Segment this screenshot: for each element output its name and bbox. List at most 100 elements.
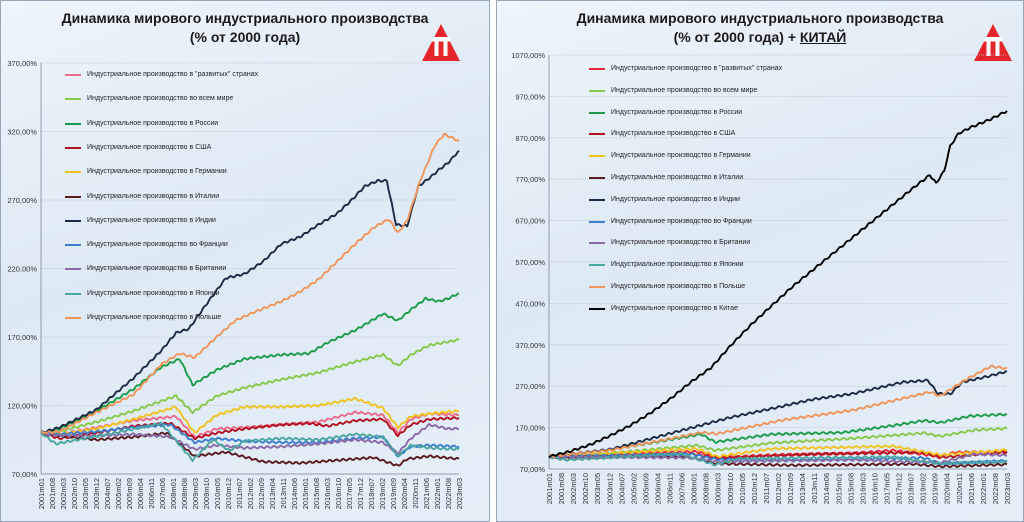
- chart-title-line2: (% от 2000 года): [189, 29, 301, 45]
- x-tick-label: 2015m08: [312, 478, 321, 509]
- legend-swatch: [589, 242, 605, 245]
- legend-label: Индустриальное производство в России: [611, 108, 743, 116]
- x-tick-label: 2023m03: [1003, 473, 1012, 504]
- x-tick-label: 2020m04: [400, 478, 409, 509]
- legend-swatch: [589, 89, 605, 92]
- x-tick-label: 2019m09: [389, 478, 398, 509]
- x-tick-label: 2014m06: [822, 473, 831, 504]
- x-tick-label: 2010m12: [750, 473, 759, 504]
- x-tick-label: 2021m06: [967, 473, 976, 504]
- y-tick-label: 70,00%: [520, 465, 546, 474]
- x-tick-label: 2008m01: [169, 478, 178, 509]
- x-tick-label: 2008m01: [690, 473, 699, 504]
- legend-swatch: [589, 264, 605, 267]
- x-tick-label: 2002m10: [581, 473, 590, 504]
- x-tick-label: 2020m04: [943, 473, 952, 504]
- legend-swatch: [589, 111, 605, 114]
- chart-panel-left: Динамика мирового индустриального произв…: [0, 0, 490, 522]
- x-tick-label: 2009m03: [714, 473, 723, 504]
- legend-swatch: [65, 317, 81, 319]
- legend-swatch: [65, 244, 81, 247]
- x-tick-label: 2001m01: [545, 473, 554, 504]
- x-tick-label: 2017m12: [895, 473, 904, 504]
- x-tick-label: 2006m04: [136, 478, 145, 509]
- x-tick-label: 2011m07: [762, 473, 771, 504]
- x-tick-label: 2008m08: [180, 478, 189, 509]
- x-tick-label: 2004m07: [617, 473, 626, 504]
- line-chart-right: 70,00% 170,00% 270,00% 370,00% 470,00% 570,00…: [511, 51, 1012, 504]
- x-tick-label: 2010m05: [738, 473, 747, 504]
- y-tick-label: 270,00%: [7, 196, 37, 205]
- x-tick-label: 2016m03: [323, 478, 332, 509]
- series-line: [548, 110, 1008, 459]
- legend-swatch: [65, 98, 81, 101]
- legend-label: Индустриальное производство в "развитых"…: [611, 65, 783, 72]
- legend-swatch: [65, 171, 81, 174]
- x-tick-label: 2019m02: [919, 473, 928, 504]
- chart-title-line2: (% от 2000 года) + КИТАЙ: [497, 28, 1023, 47]
- legend-swatch: [589, 198, 605, 201]
- x-tick-label: 2018m07: [907, 473, 916, 504]
- legend-swatch: [65, 195, 81, 198]
- chart-panel-right: Динамика мирового индустриального произв…: [496, 0, 1024, 522]
- series-line: [40, 338, 460, 435]
- x-tick-label: 2013m04: [798, 473, 807, 504]
- x-tick-label: 2003m12: [92, 478, 101, 509]
- legend-swatch: [589, 133, 605, 136]
- legend-swatch: [65, 268, 81, 271]
- chart-title-line1: Динамика мирового индустриального произв…: [576, 10, 944, 26]
- x-tick-label: 2002m10: [70, 478, 79, 509]
- x-tick-label: 2013m11: [810, 473, 819, 504]
- x-tick-label: 2002m03: [59, 478, 68, 509]
- x-tick-label: 2003m05: [81, 478, 90, 509]
- x-tick-label: 2003m05: [593, 473, 602, 504]
- x-tick-label: 2019m02: [378, 478, 387, 509]
- x-tick-label: 2022m01: [979, 473, 988, 504]
- series-line: [548, 364, 1008, 459]
- legend-swatch: [589, 155, 605, 158]
- x-tick-label: 2008m08: [702, 473, 711, 504]
- legend-label: Индустриальное производство в Британии: [611, 239, 751, 247]
- x-tick-label: 2012m02: [774, 473, 783, 504]
- legend-swatch: [589, 68, 605, 70]
- y-tick-label: 970,00%: [515, 92, 545, 101]
- brand-logo-icon: [422, 24, 460, 61]
- brand-logo-icon: [974, 24, 1012, 61]
- x-tick-label: 2004m07: [103, 478, 112, 509]
- x-tick-label: 2006m04: [653, 473, 662, 504]
- x-tick-label: 2012m09: [257, 478, 266, 509]
- series-line: [548, 451, 1008, 467]
- legend-label: Индустриальное производство во всем мире: [611, 86, 758, 94]
- legend-swatch: [589, 286, 605, 288]
- x-tick-label: 2001m01: [37, 478, 46, 509]
- y-tick-label: 220,00%: [7, 265, 37, 274]
- legend-label: Индустриальное производство в "развитых"…: [87, 71, 259, 78]
- x-tick-label: 2012m02: [246, 478, 255, 509]
- legend-label: Индустриальное производство в Китае: [611, 304, 739, 312]
- legend-label: Индустриальное производство в Германии: [87, 168, 227, 176]
- x-tick-label: 2005m02: [114, 478, 123, 509]
- series-line: [40, 150, 460, 434]
- chart-title-underlined: КИТАЙ: [799, 29, 847, 45]
- line-chart-left: 70,00% 120,00% 170,00% 220,00% 270,00% 320,00…: [7, 59, 464, 509]
- series-line: [40, 421, 460, 462]
- x-tick-label: 2016m03: [858, 473, 867, 504]
- x-tick-label: 2013m11: [279, 478, 288, 509]
- x-tick-label: 2006m11: [147, 478, 156, 509]
- series-line: [40, 431, 460, 467]
- legend-label: Индустриальное производство в Польше: [611, 283, 746, 290]
- chart-title-left: Динамика мирового индустриального произв…: [1, 9, 489, 47]
- x-tick-label: 2012m09: [786, 473, 795, 504]
- chart-title-line2-text: (% от 2000 года) +: [673, 29, 800, 45]
- x-tick-label: 2005m02: [629, 473, 638, 504]
- series-line: [40, 422, 460, 456]
- y-tick-label: 120,00%: [7, 402, 37, 411]
- x-tick-label: 2011m07: [235, 478, 244, 509]
- legend-swatch: [65, 292, 81, 295]
- x-tick-label: 2005m09: [125, 478, 134, 509]
- x-tick-label: 2010m05: [213, 478, 222, 509]
- legend-label: Индустриальное производство во всем мире: [87, 95, 234, 103]
- x-tick-label: 2009m10: [726, 473, 735, 504]
- legend-label: Индустриальное производство в Японии: [87, 289, 220, 297]
- legend-label: Индустриальное производство во Франции: [611, 217, 752, 225]
